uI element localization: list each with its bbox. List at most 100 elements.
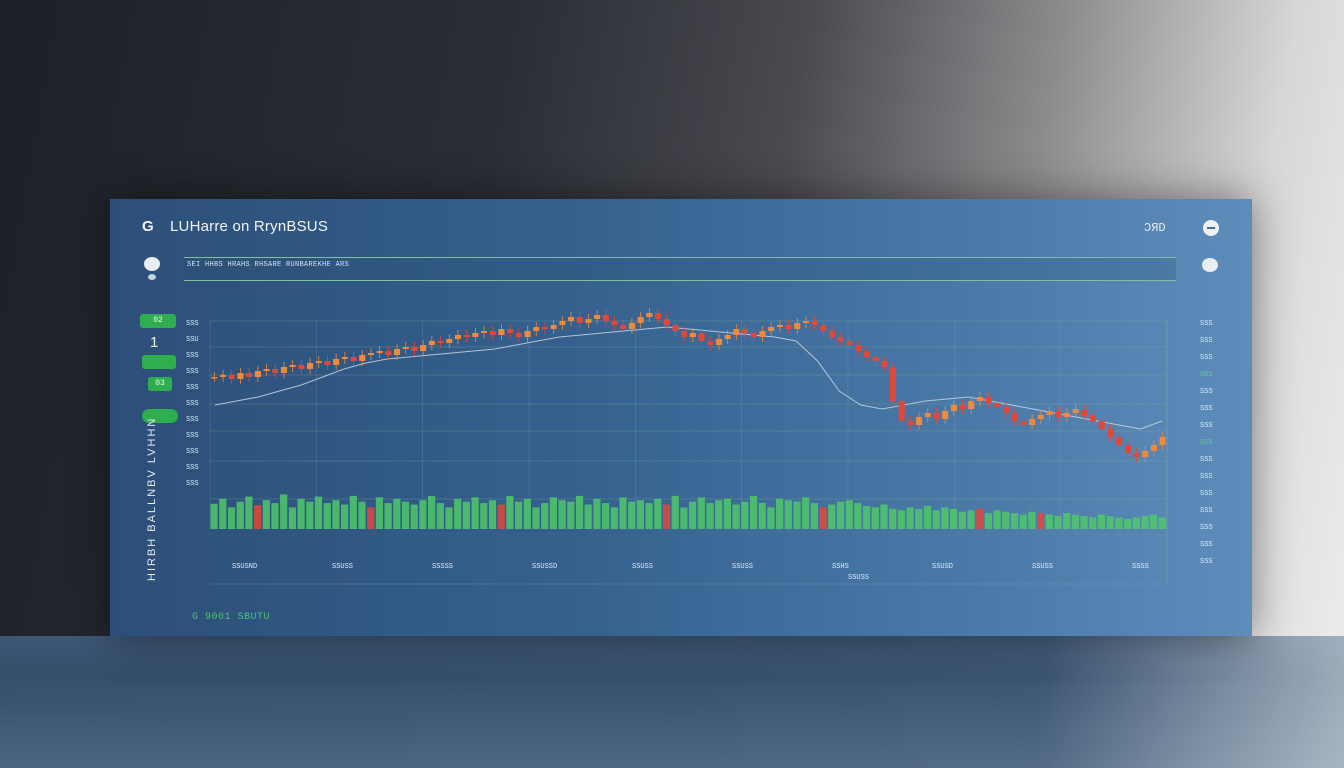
volume-bar — [1141, 516, 1149, 529]
candle-body — [1037, 415, 1044, 419]
volume-bar — [375, 497, 383, 529]
candle-body — [689, 333, 696, 337]
volume-bar — [636, 500, 644, 529]
volume-bar — [471, 497, 479, 529]
volume-bar — [889, 508, 897, 529]
left-toggle-dot[interactable] — [144, 257, 160, 271]
footer-label: G 9001 SBUTU — [192, 612, 271, 623]
volume-bar — [802, 497, 810, 529]
volume-bar — [428, 495, 436, 529]
volume-bar — [967, 510, 975, 529]
candle-body — [411, 347, 418, 351]
volume-bar — [541, 503, 549, 529]
volume-bar — [219, 498, 227, 529]
candle-body — [846, 341, 853, 345]
candle-body — [907, 421, 914, 425]
candle-body — [585, 319, 592, 323]
volume-bar — [602, 503, 610, 529]
volume-bar — [993, 510, 1001, 529]
search-bar[interactable]: SEI HHBS HRAHS RHSARE RUNBAREKHE ARS — [184, 257, 1176, 281]
candle-body — [942, 411, 949, 419]
badge-1[interactable] — [142, 355, 176, 369]
candle-body — [446, 339, 453, 343]
candle-body — [220, 375, 227, 377]
y-left-tick-label: SSS — [186, 384, 199, 392]
candle-body — [1133, 453, 1140, 457]
badge-3[interactable] — [142, 409, 178, 423]
x-tick-label: SSUSS — [732, 563, 753, 571]
volume-bar — [532, 507, 540, 529]
candle-body — [655, 313, 662, 319]
x-sub-label: SSUSS — [848, 574, 869, 582]
y-right-tick-label: SSS — [1200, 422, 1213, 430]
volume-bar — [697, 497, 705, 529]
candle-body — [889, 367, 896, 401]
volume-bar — [941, 507, 949, 529]
badge-2[interactable]: 03 — [148, 377, 172, 391]
candle-body — [637, 317, 644, 323]
volume-bar — [367, 507, 375, 529]
volume-bar — [1124, 518, 1132, 529]
volume-bar — [810, 503, 818, 529]
y-left-tick-label: SSS — [186, 464, 199, 472]
candle-body — [707, 341, 714, 345]
candle-body — [916, 417, 923, 425]
volume-bar — [410, 504, 418, 529]
candle-body — [802, 321, 809, 323]
candle-body — [829, 331, 836, 337]
volume-bar — [1106, 516, 1114, 529]
volume-bar — [445, 507, 453, 529]
volume-bar — [506, 495, 514, 529]
candle-body — [1159, 437, 1166, 445]
minimize-button[interactable] — [1203, 220, 1219, 236]
candle-body — [985, 397, 992, 403]
candle-body — [733, 329, 740, 335]
volume-bar — [776, 498, 784, 529]
candle-body — [742, 329, 749, 333]
candle-body — [359, 355, 366, 361]
right-toggle-dot[interactable] — [1202, 258, 1218, 272]
volume-bar — [297, 498, 305, 529]
candle-body — [541, 327, 548, 329]
volume-bar — [1071, 514, 1079, 529]
volume-bar — [323, 503, 331, 529]
candle-body — [498, 329, 505, 335]
candle-body — [820, 325, 827, 331]
volume-bar — [958, 511, 966, 529]
volume-bar — [558, 500, 566, 529]
volume-bar — [932, 510, 940, 529]
volume-bar — [758, 503, 766, 529]
y-right-tick-label: SSS — [1200, 439, 1213, 447]
y-right-tick-label: SSS — [1200, 541, 1213, 549]
volume-bar — [462, 501, 470, 529]
candle-body — [1046, 411, 1053, 415]
x-tick-label: SSUSND — [232, 563, 257, 571]
badge-0[interactable]: 02 — [140, 314, 176, 328]
volume-bar — [749, 495, 758, 529]
candle-body — [350, 357, 357, 361]
candle-body — [872, 357, 879, 361]
candle-body — [568, 317, 575, 321]
x-tick-label: SSUSS — [332, 563, 353, 571]
y-left-tick-label: SSS — [186, 352, 199, 360]
volume-bar — [715, 500, 723, 529]
volume-bar — [515, 501, 523, 529]
volume-bar — [280, 494, 288, 529]
candle-body — [1063, 413, 1070, 417]
volume-bar — [584, 504, 592, 529]
candle-body — [959, 405, 966, 409]
candle-body — [307, 363, 314, 369]
y-left-tick-label: SSS — [186, 448, 199, 456]
candle-body — [1081, 409, 1088, 415]
volume-bar — [906, 507, 914, 529]
volume-bar — [828, 504, 836, 529]
floor-glow — [1044, 636, 1344, 768]
panel-title: LUHarre on RrynBSUS — [170, 218, 329, 235]
candle-body — [855, 345, 862, 351]
volume-bar — [1019, 514, 1027, 529]
candle-body — [794, 323, 801, 329]
candle-body — [628, 323, 635, 329]
volume-bar — [671, 495, 679, 529]
volume-bar — [227, 507, 236, 529]
